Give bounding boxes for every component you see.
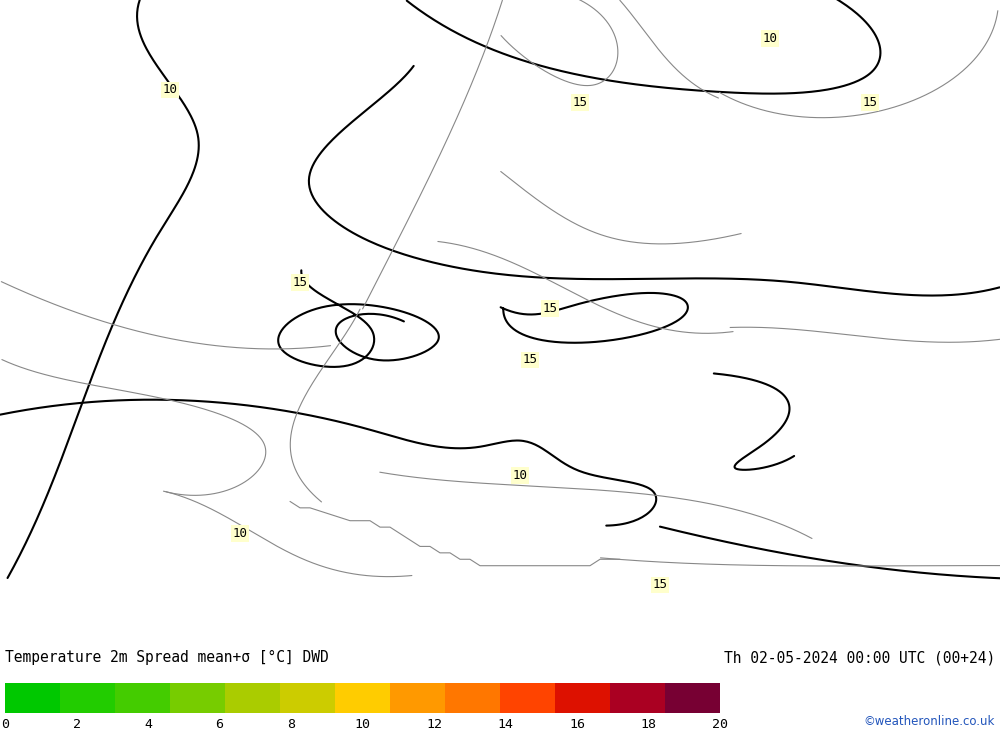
Text: 10: 10	[232, 527, 248, 540]
Bar	[555, 683, 610, 713]
Text: 15: 15	[542, 302, 558, 315]
Bar	[335, 683, 390, 713]
Bar	[280, 683, 335, 713]
Bar	[170, 683, 225, 713]
Text: 16: 16	[569, 718, 585, 731]
Text: 15: 15	[292, 276, 308, 290]
Bar	[225, 683, 280, 713]
Text: 10: 10	[162, 84, 178, 97]
Bar	[60, 683, 115, 713]
Bar	[5, 683, 60, 713]
Text: 20: 20	[712, 718, 728, 731]
Text: 15: 15	[522, 353, 538, 366]
Text: 8: 8	[287, 718, 295, 731]
Text: 15: 15	[652, 578, 668, 592]
Text: 10: 10	[763, 32, 778, 45]
Text: 10: 10	[354, 718, 370, 731]
Bar	[445, 683, 500, 713]
Bar	[610, 683, 665, 713]
Text: 15: 15	[572, 96, 588, 109]
Text: 10: 10	[512, 469, 528, 482]
Text: 0: 0	[1, 718, 9, 731]
Text: Temperature 2m Spread mean+σ [°C] DWD: Temperature 2m Spread mean+σ [°C] DWD	[5, 650, 329, 665]
Text: 12: 12	[426, 718, 442, 731]
Text: ©weatheronline.co.uk: ©weatheronline.co.uk	[864, 715, 995, 729]
Text: Th 02-05-2024 00:00 UTC (00+24): Th 02-05-2024 00:00 UTC (00+24)	[724, 650, 995, 665]
Bar	[115, 683, 170, 713]
Text: 15: 15	[862, 96, 878, 109]
Bar	[500, 683, 555, 713]
Text: 2: 2	[72, 718, 80, 731]
Text: 4: 4	[144, 718, 152, 731]
Text: 14: 14	[497, 718, 514, 731]
Bar	[665, 683, 720, 713]
Text: 18: 18	[640, 718, 656, 731]
Text: 6: 6	[216, 718, 224, 731]
Bar	[390, 683, 445, 713]
